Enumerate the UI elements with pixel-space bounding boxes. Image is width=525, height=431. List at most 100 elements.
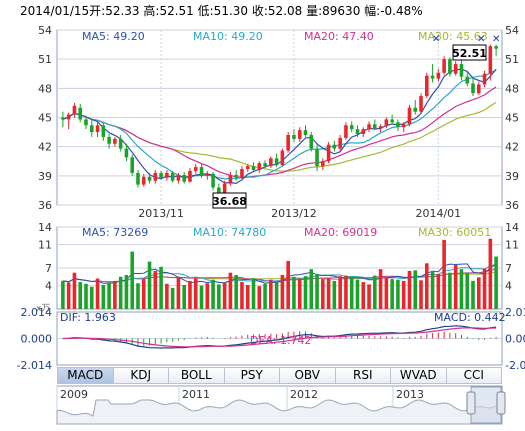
volume-bar	[193, 278, 198, 309]
candle-body	[413, 107, 418, 112]
low-label: 36.68	[212, 195, 247, 208]
tab-boll[interactable]: BOLL	[169, 367, 225, 384]
price-tick-left: 54	[38, 24, 52, 37]
quote-header: 2014/01/15开:52.33 高:52.51 低:51.30 收:52.0…	[20, 2, 423, 19]
candle	[321, 158, 325, 170]
event-marker-icon[interactable]: ✕	[477, 34, 485, 45]
navigator-year-label: 2012	[290, 388, 318, 401]
tab-rsi[interactable]: RSI	[335, 367, 391, 384]
candle	[165, 170, 169, 181]
candle	[425, 72, 429, 99]
volume-tick-right: 7	[505, 262, 512, 275]
candle-body	[297, 130, 302, 139]
candle-body	[113, 138, 117, 144]
vol-ma10-legend: MA10: 74780	[193, 226, 266, 239]
volume-bar	[205, 283, 210, 309]
price-tick-right: 36	[505, 199, 519, 212]
candle-body	[170, 172, 175, 181]
price-tick-left: 48	[38, 82, 52, 95]
candle-body	[373, 124, 377, 129]
navigator-handle-right[interactable]	[496, 391, 506, 415]
candle	[286, 132, 290, 153]
candle	[147, 172, 152, 184]
tab-obv[interactable]: OBV	[280, 367, 336, 384]
volume-bar	[211, 279, 215, 309]
candle	[199, 163, 204, 178]
candle	[107, 134, 111, 149]
candle-body	[228, 174, 233, 184]
volume-tick-left: 4	[45, 280, 52, 293]
navigator[interactable]: 2009 2011 2012 2013	[56, 386, 506, 425]
price-tick-right: 45	[505, 112, 519, 125]
tab-cci[interactable]: CCI	[446, 367, 502, 384]
quote-volume: 量:89630	[306, 4, 361, 18]
volume-bar	[326, 278, 331, 309]
candle-body	[326, 144, 331, 162]
candle	[78, 103, 83, 123]
candle-body	[211, 173, 215, 188]
event-marker-icon[interactable]: ✕	[432, 34, 440, 45]
candle-body	[61, 117, 65, 120]
volume-tick-right: 11	[505, 239, 519, 252]
candle	[205, 170, 210, 180]
quote-date: 2014/01/15	[20, 4, 90, 18]
candle-body	[101, 125, 106, 137]
tab-kdj[interactable]: KDJ	[113, 367, 169, 384]
candle	[338, 135, 342, 152]
candle	[349, 121, 354, 133]
candle	[430, 64, 435, 83]
indicator-tabs[interactable]: MACD KDJ BOLL PSY OBV RSI WVAD CCI	[57, 367, 502, 384]
candle-body	[269, 158, 273, 167]
navigator-handle-left[interactable]	[466, 391, 476, 415]
candle-body	[222, 183, 227, 194]
tab-psy[interactable]: PSY	[224, 367, 280, 384]
candle	[136, 170, 140, 188]
volume-tick-left: 11	[38, 239, 52, 252]
marker-icons[interactable]: ✕ ✕ ✕	[432, 34, 500, 45]
candle-body	[453, 64, 458, 74]
candle	[355, 125, 360, 137]
candle	[407, 104, 412, 127]
volume-axis: 14 14 11 11 7 7 4 4	[38, 221, 519, 293]
price-tick-right: 48	[505, 82, 519, 95]
ma30-legend: MA30: 45.63	[418, 30, 488, 43]
candle-body	[355, 129, 360, 135]
candle	[419, 93, 423, 114]
volume-bar	[297, 278, 302, 309]
candle	[488, 44, 493, 81]
candle	[240, 166, 244, 180]
volume-bar	[378, 269, 383, 309]
volume-bar	[332, 280, 337, 309]
candle	[72, 102, 77, 118]
candle-body	[332, 144, 337, 149]
volume-bar	[72, 272, 77, 309]
candle-body	[471, 83, 475, 94]
vol-ma30-legend: MA30: 60051	[418, 226, 491, 239]
high-label: 52.51	[452, 47, 487, 60]
candle-body	[84, 119, 88, 126]
volume-bar	[61, 280, 65, 309]
volume-bar	[476, 277, 481, 309]
volume-bar	[471, 280, 475, 309]
candle-body	[182, 174, 186, 182]
candle-body	[72, 105, 77, 115]
tab-wvad[interactable]: WVAD	[391, 367, 447, 384]
ma20-legend: MA20: 47.40	[304, 30, 374, 43]
candle-body	[384, 119, 389, 127]
volume-bar	[373, 275, 377, 309]
candle-body	[396, 122, 400, 128]
candle-body	[286, 135, 290, 151]
candle-body	[494, 46, 498, 49]
ma10-line	[62, 69, 497, 180]
price-tick-right: 51	[505, 53, 519, 66]
candles	[61, 44, 498, 199]
ma-lines	[62, 68, 497, 185]
ma30-line	[62, 101, 497, 172]
event-marker-icon[interactable]: ✕	[492, 34, 500, 45]
candle-body	[419, 96, 423, 112]
volume-bar	[355, 279, 360, 309]
candle-body	[176, 174, 181, 181]
tab-macd[interactable]: MACD	[57, 367, 114, 384]
candle	[118, 135, 123, 152]
